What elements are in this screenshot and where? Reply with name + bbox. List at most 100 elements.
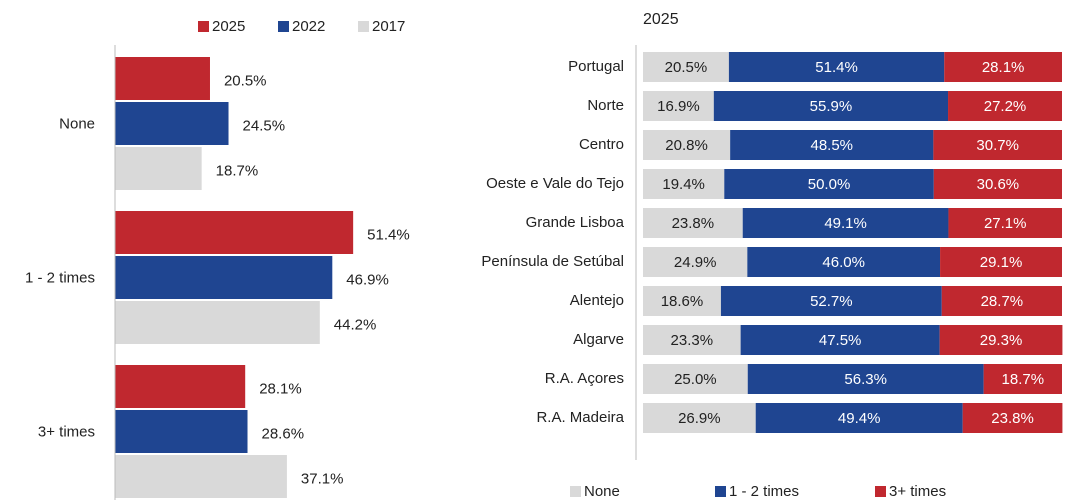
bar — [115, 102, 229, 145]
bar-segment — [933, 169, 1062, 199]
data-label: 23.8% — [672, 215, 715, 232]
y-tick-label: 1 - 2 times — [25, 269, 95, 286]
bar-segment — [643, 169, 725, 199]
y-tick-label: R.A. Madeira — [536, 409, 624, 426]
legend-label: 2017 — [372, 18, 405, 35]
bar — [115, 256, 333, 299]
y-tick-label: Grande Lisboa — [526, 214, 625, 231]
data-label: 47.5% — [819, 332, 862, 349]
y-tick-label: Oeste e Vale do Tejo — [486, 175, 624, 192]
legend-label: 3+ times — [889, 483, 946, 500]
data-label: 23.8% — [991, 410, 1034, 427]
legend-label: 1 - 2 times — [729, 483, 799, 500]
bar-segment — [728, 52, 945, 82]
bar-segment — [747, 247, 941, 277]
bar-segment — [643, 208, 743, 238]
y-tick-label: Norte — [587, 97, 624, 114]
bar-segment — [643, 364, 748, 394]
bar-segment — [643, 130, 731, 160]
bar-segment — [713, 91, 949, 121]
data-label: 48.5% — [810, 137, 853, 154]
legend-swatch — [715, 486, 726, 497]
data-label: 28.1% — [259, 380, 302, 397]
data-label: 52.7% — [810, 293, 853, 310]
data-label: 23.3% — [671, 332, 714, 349]
y-tick-label: 3+ times — [38, 423, 95, 440]
data-label: 25.0% — [674, 371, 717, 388]
y-tick-label: Algarve — [573, 331, 624, 348]
data-label: 49.1% — [824, 215, 867, 232]
data-label: 28.7% — [981, 293, 1024, 310]
legend-swatch — [358, 21, 369, 32]
legend-swatch — [278, 21, 289, 32]
legend-label: None — [584, 483, 620, 500]
data-label: 19.4% — [662, 176, 705, 193]
y-tick-label: Alentejo — [570, 292, 624, 309]
data-label: 16.9% — [657, 98, 700, 115]
bar — [115, 455, 287, 498]
data-label: 24.5% — [243, 117, 286, 134]
legend-swatch — [875, 486, 886, 497]
bar-segment — [755, 403, 963, 433]
data-label: 18.6% — [661, 293, 704, 310]
data-label: 29.3% — [980, 332, 1023, 349]
bar-segment — [724, 169, 934, 199]
legend-label: 2022 — [292, 18, 325, 35]
bar-segment — [643, 247, 748, 277]
data-label: 51.4% — [815, 59, 858, 76]
data-label: 28.1% — [982, 59, 1025, 76]
bar — [115, 301, 320, 344]
bar-segment — [720, 286, 942, 316]
bar-segment — [944, 52, 1062, 82]
bar — [115, 211, 354, 254]
data-label: 55.9% — [810, 98, 853, 115]
data-label: 50.0% — [808, 176, 851, 193]
bar-segment — [643, 325, 741, 355]
data-label: 56.3% — [844, 371, 887, 388]
bar-segment — [940, 247, 1062, 277]
data-label: 46.0% — [822, 254, 865, 271]
data-label: 18.7% — [216, 162, 259, 179]
bar-segment — [941, 286, 1062, 316]
data-label: 20.8% — [665, 137, 708, 154]
data-label: 28.6% — [262, 425, 305, 442]
bar — [115, 410, 248, 453]
chart-title: 2025 — [643, 11, 679, 28]
bar — [115, 147, 202, 190]
bar-segment — [747, 364, 984, 394]
bar-segment — [948, 208, 1062, 238]
y-tick-label: None — [59, 115, 95, 132]
legend-swatch — [198, 21, 209, 32]
bar-segment — [643, 403, 756, 433]
data-label: 20.5% — [224, 72, 267, 89]
bar-segment — [742, 208, 949, 238]
data-label: 46.9% — [346, 271, 389, 288]
bar-segment — [643, 286, 721, 316]
bar-segment — [933, 130, 1062, 160]
bar — [115, 57, 210, 100]
data-label: 44.2% — [334, 316, 377, 333]
bar-segment — [939, 325, 1063, 355]
data-label: 30.6% — [977, 176, 1020, 193]
data-label: 27.1% — [984, 215, 1027, 232]
data-label: 18.7% — [1002, 371, 1045, 388]
y-tick-label: R.A. Açores — [545, 370, 624, 387]
y-tick-label: Península de Setúbal — [481, 253, 624, 270]
bar-segment — [643, 52, 729, 82]
bar-segment — [983, 364, 1062, 394]
bar-segment — [962, 403, 1063, 433]
legend-label: 2025 — [212, 18, 245, 35]
data-label: 37.1% — [301, 470, 344, 487]
data-label: 27.2% — [984, 98, 1027, 115]
bar-segment — [643, 91, 714, 121]
data-label: 24.9% — [674, 254, 717, 271]
bar — [115, 365, 246, 408]
data-label: 29.1% — [980, 254, 1023, 271]
data-label: 49.4% — [838, 410, 881, 427]
y-tick-label: Portugal — [568, 58, 624, 75]
data-label: 20.5% — [665, 59, 708, 76]
data-label: 51.4% — [367, 226, 410, 243]
data-label: 26.9% — [678, 410, 721, 427]
bar-segment — [740, 325, 940, 355]
